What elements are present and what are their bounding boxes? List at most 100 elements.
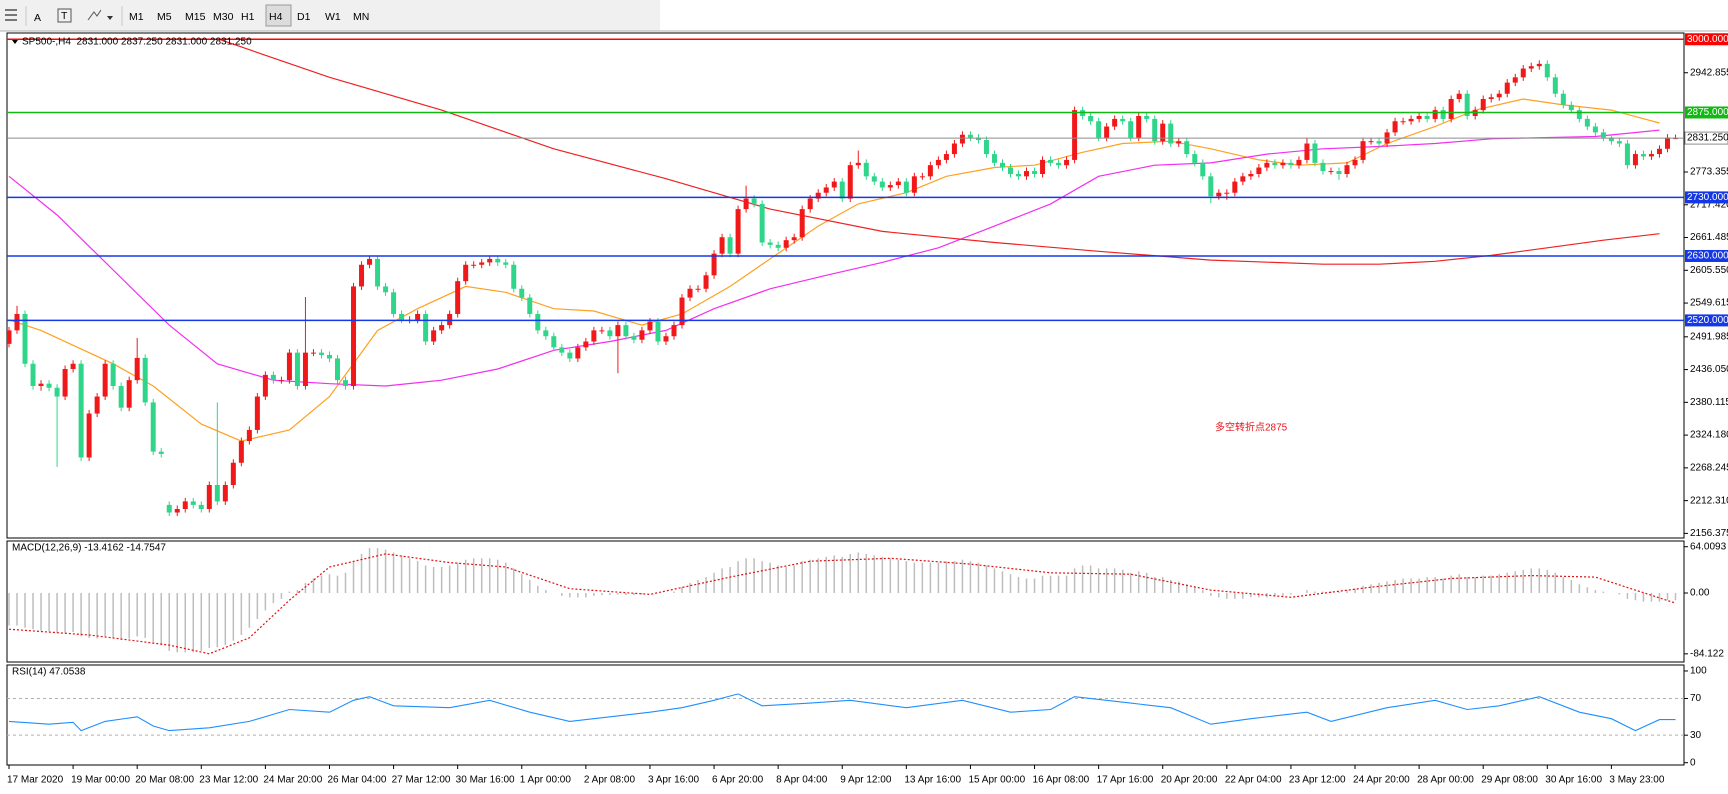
candle-body [543, 330, 549, 337]
candle-body [751, 198, 757, 204]
objects-menu[interactable] [87, 9, 113, 21]
x-tick-label: 28 Apr 00:00 [1417, 775, 1474, 786]
level-label-box [1685, 33, 1728, 46]
candle-body [519, 288, 525, 298]
candle-body [391, 292, 397, 314]
x-tick-label: 30 Apr 16:00 [1545, 775, 1602, 786]
candle-body [1376, 141, 1382, 144]
candle-body [695, 288, 701, 290]
x-tick-label: 9 Apr 12:00 [840, 775, 892, 786]
candle-body [278, 380, 284, 382]
x-tick-label: 22 Apr 04:00 [1225, 775, 1282, 786]
candle-body [1024, 171, 1030, 177]
candle-body [1648, 154, 1654, 157]
candle-body [1328, 171, 1334, 173]
candle-body [343, 380, 349, 387]
menu-icon[interactable] [5, 9, 17, 21]
timeframe-button[interactable]: MN [353, 11, 369, 23]
x-tick-label: 23 Apr 12:00 [1289, 775, 1346, 786]
candle-body [30, 363, 36, 387]
timeframe-button[interactable]: H4 [269, 11, 283, 23]
candle-body [1336, 171, 1342, 174]
label-tool-frame[interactable] [57, 8, 72, 23]
level-label: 2630.000 [1687, 251, 1728, 262]
last-price-label: 2831.250 [1687, 133, 1728, 144]
candle-body [198, 504, 204, 510]
candle-body [1416, 115, 1422, 119]
timeframe-button[interactable]: M1 [129, 11, 144, 23]
timeframe-button[interactable]: W1 [325, 11, 341, 23]
y-tick-label: 2156.375 [1690, 528, 1728, 539]
candle-body [1544, 63, 1550, 78]
candle-body [487, 258, 493, 263]
candle-body [879, 181, 885, 188]
candle-body [439, 325, 445, 331]
candle-body [270, 374, 276, 381]
candle-body [663, 336, 669, 342]
y-tick-label: 2380.115 [1690, 397, 1728, 408]
candle-body [1288, 162, 1294, 166]
x-tick-label: 3 May 23:00 [1609, 775, 1664, 786]
candle-body [903, 181, 909, 193]
candle-body [230, 462, 236, 485]
candle-body [615, 325, 621, 337]
y-tick-label: 2436.050 [1690, 364, 1728, 375]
candle-body [647, 321, 653, 331]
x-tick-label: 2 Apr 08:00 [584, 775, 636, 786]
candle-body [1216, 192, 1222, 197]
candle-body [967, 134, 973, 138]
candle-body [599, 330, 605, 332]
candle-body [1232, 181, 1238, 193]
candle-body [214, 484, 220, 502]
x-tick-label: 23 Mar 12:00 [199, 775, 258, 786]
toolbar-bg [0, 0, 660, 31]
candle-body [687, 288, 693, 298]
main-panel-frame [6, 32, 1685, 539]
candle-body [383, 286, 389, 293]
candle-body [1176, 141, 1182, 144]
candle-body [222, 484, 228, 502]
candle-body [1280, 162, 1286, 166]
rsi-line [8, 693, 1676, 732]
x-tick-label: 17 Apr 16:00 [1097, 775, 1154, 786]
timeframe-button[interactable]: M15 [185, 11, 206, 23]
label-tool[interactable]: T [61, 10, 68, 22]
candle-body [1168, 123, 1174, 144]
candle-body [318, 352, 324, 355]
candle-body [1008, 167, 1013, 174]
candle-body [70, 363, 76, 370]
candle-body [7, 330, 12, 344]
candle-body [1120, 118, 1126, 122]
candle-body [1360, 141, 1366, 160]
candle-body [1632, 154, 1638, 166]
candle-body [1504, 82, 1510, 94]
toolbar: A T M1 M5 M15 M30 H1 H4 D1 W1 MN [0, 0, 1728, 32]
timeframe-button[interactable]: M30 [213, 11, 234, 23]
rsi-panel-frame [6, 664, 1685, 766]
x-tick-label: 13 Apr 16:00 [904, 775, 961, 786]
candle-body [447, 313, 453, 326]
text-tool[interactable]: A [34, 12, 41, 24]
level-label-box [1685, 106, 1728, 119]
timeframe-button[interactable]: D1 [297, 11, 311, 23]
y-tick-label: 30 [1690, 730, 1702, 741]
candle-body [1184, 141, 1190, 155]
candle-body [1104, 126, 1110, 138]
candle-body [887, 185, 893, 188]
chart-header: SP500-,H4 2831.000 2837.250 2831.000 283… [22, 37, 252, 48]
candle-body [78, 363, 84, 458]
y-tick-label: 2605.550 [1690, 265, 1728, 276]
candle-body [1432, 110, 1438, 119]
y-tick-label: 2717.420 [1690, 199, 1728, 210]
candle-body [743, 198, 749, 210]
candle-body [1496, 93, 1502, 98]
candle-body [855, 162, 861, 166]
candle-body [14, 313, 20, 331]
candle-body [815, 192, 821, 199]
candle-body [951, 143, 957, 155]
level-label-box [1685, 249, 1728, 262]
timeframe-button[interactable]: M5 [157, 11, 172, 23]
timeframe-button[interactable]: H1 [241, 11, 255, 23]
candle-body [286, 352, 292, 381]
candle-body [1136, 115, 1142, 138]
